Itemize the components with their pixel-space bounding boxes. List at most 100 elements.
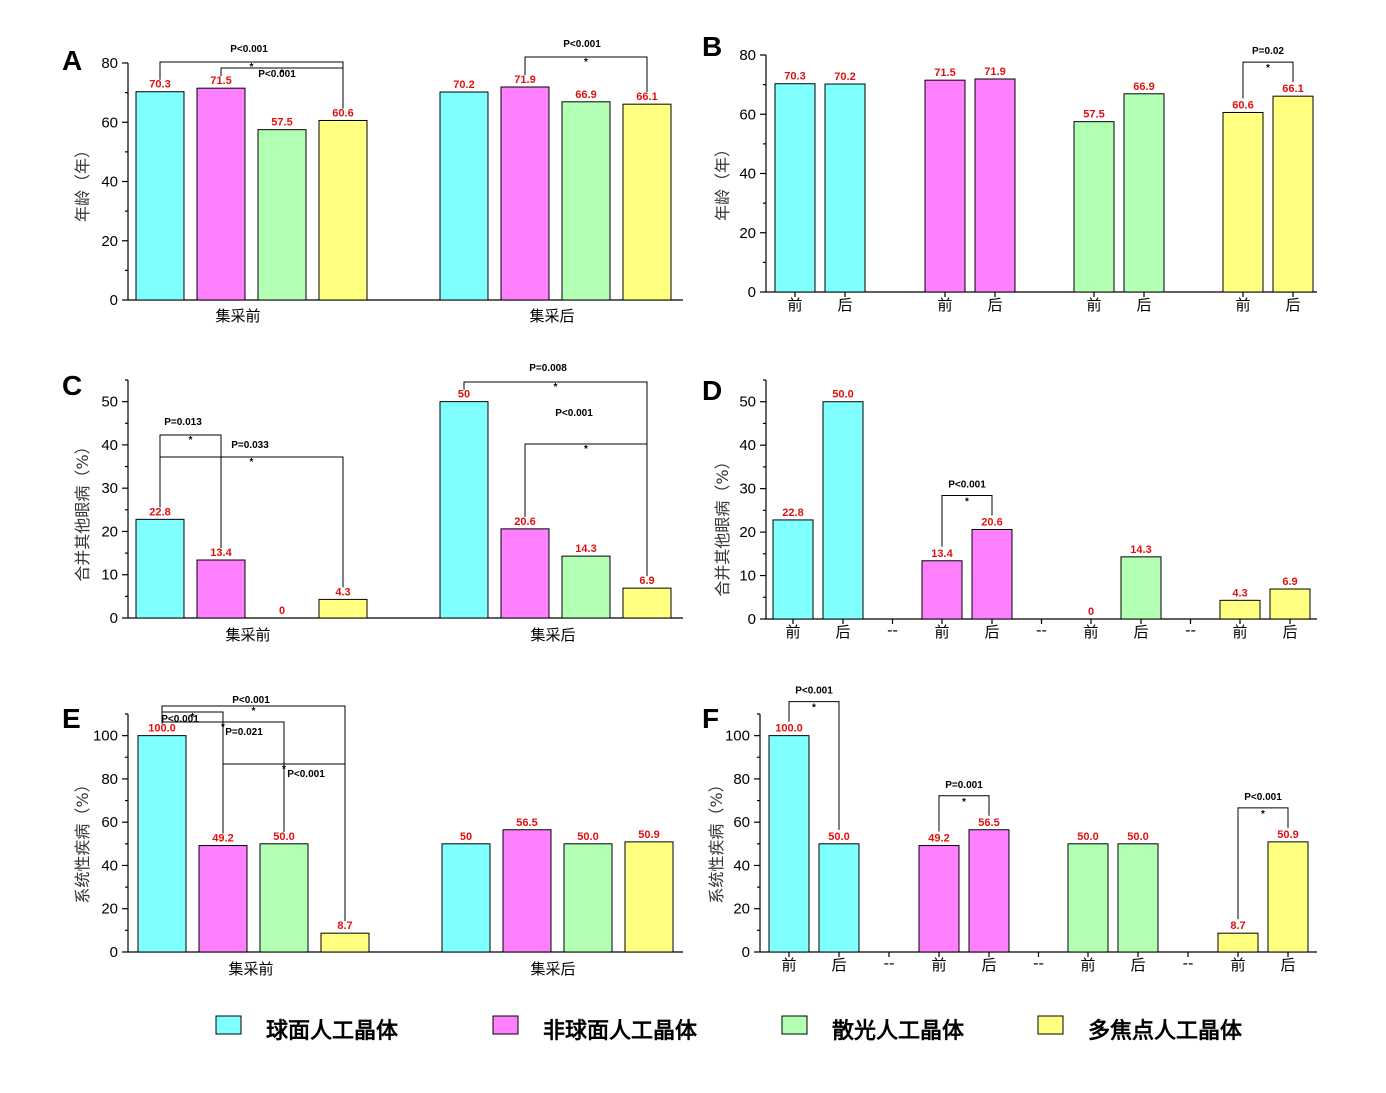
panel-c-value-label: 4.3 <box>335 586 350 598</box>
panel-d-ytick-label: 30 <box>739 481 756 498</box>
panel-a-significance-bracket <box>220 67 344 109</box>
panel-b-bar <box>924 79 966 293</box>
panel-d-value-label: 6.9 <box>1282 576 1297 588</box>
panel-f-separator-label: -- <box>1183 954 1194 972</box>
panel-d-value-label: 4.3 <box>1232 587 1247 599</box>
panel-d-ytick-label: 50 <box>739 394 756 411</box>
panel-e-p-value-label: P=0.021 <box>225 727 263 738</box>
panel-a-value-label: 66.9 <box>575 89 596 101</box>
panel-f-bar <box>1067 843 1109 953</box>
panel-a-ytick-label: 40 <box>101 174 118 191</box>
panel-d-ytick-label: 10 <box>739 568 756 585</box>
panel-a-bar <box>561 101 611 301</box>
panel-a-value-label: 71.5 <box>210 75 231 87</box>
panel-a-bar <box>439 91 489 301</box>
panel-f-p-value-label: P<0.001 <box>1244 792 1282 803</box>
panel-a-bar <box>500 86 550 301</box>
panel-f-ytick-label: 20 <box>733 901 750 918</box>
panel-a-ytick-label: 0 <box>110 292 118 309</box>
panel-a-value-label: 66.1 <box>636 91 657 103</box>
legend-label: 非球面人工晶体 <box>543 1019 698 1044</box>
panel-b-x-tick-label: 后 <box>1136 296 1151 314</box>
panel-f-x-tick-label: 后 <box>1280 956 1295 974</box>
panel-d-x-tick-label: 后 <box>835 623 850 641</box>
panel-c-significance-star: * <box>189 435 193 446</box>
panel-b-value-label: 60.6 <box>1232 99 1253 111</box>
panel-f-significance-star: * <box>962 797 966 808</box>
panel-d-bar <box>822 401 864 620</box>
panel-b-x-tick-label: 后 <box>987 296 1002 314</box>
legend: 球面人工晶体 非球面人工晶体 散光人工晶体 多焦点人工晶体 <box>215 1015 1243 1044</box>
panel-f-value-label: 50.0 <box>828 831 849 843</box>
panel-c-panel-letter: C <box>62 370 82 401</box>
panel-b-bar <box>1073 121 1115 293</box>
panel-f-x-tick-label: 后 <box>981 956 996 974</box>
panel-e-ytick-label: 20 <box>101 901 118 918</box>
panel-d-panel-letter: D <box>702 375 722 406</box>
panel-e-significance-star: * <box>252 706 256 717</box>
panel-a-panel-letter: A <box>62 45 82 76</box>
panel-e-bar <box>441 843 491 953</box>
panel-d-p-value-label: P<0.001 <box>948 479 986 490</box>
panel-b-ytick-label: 0 <box>748 284 756 301</box>
panel-d-separator-label: -- <box>887 621 898 639</box>
panel-d-separator-label: -- <box>1185 621 1196 639</box>
panel-f-value-label: 50.0 <box>1127 831 1148 843</box>
panel-f-value-label: 50.0 <box>1077 831 1098 843</box>
panel-e-significance-star: * <box>191 712 195 723</box>
panel-e-value-label: 8.7 <box>337 920 352 932</box>
panel-d-significance-bracket <box>941 494 993 547</box>
panel-d-x-tick-label: 前 <box>785 623 800 641</box>
panel-d-value-label: 50.0 <box>832 389 853 401</box>
panel-e-category-label: 集采后 <box>530 960 575 978</box>
panel-c-ytick-label: 30 <box>101 480 118 497</box>
panel-e-value-label: 50.0 <box>273 831 294 843</box>
panel-d-x-tick-label: 前 <box>1083 623 1098 641</box>
panel-b-bar <box>1123 93 1165 293</box>
panel-f-bar <box>1267 841 1309 953</box>
legend-swatch <box>492 1015 519 1035</box>
panel-a-significance-bracket <box>524 56 648 93</box>
panel-a-bar <box>257 129 307 301</box>
panel-f-ytick-label: 60 <box>733 814 750 831</box>
panel-c-significance-bracket <box>524 443 648 577</box>
panel-d-value-label: 14.3 <box>1130 544 1151 556</box>
panel-e-bar <box>259 843 309 953</box>
panel-d-bar <box>1120 556 1162 620</box>
panel-e-bar <box>502 829 552 953</box>
panel-f-bar <box>918 845 960 953</box>
panel-c-ytick-label: 20 <box>101 523 118 540</box>
panel-d-x-tick-label: 后 <box>1133 623 1148 641</box>
panel-a-value-label: 71.9 <box>514 74 535 86</box>
panel-f: 0 20 40 60 80 100 系统性疾病（%） F 100.0 前 50.0 后 -- 49.2 前 5… <box>702 686 1317 974</box>
panel-a-bar <box>622 103 672 301</box>
panel-e-value-label: 100.0 <box>148 723 176 735</box>
panel-b-value-label: 71.9 <box>984 66 1005 78</box>
panel-e-ytick-label: 60 <box>101 814 118 831</box>
panel-f-ytick-label: 40 <box>733 857 750 874</box>
panel-c-p-value-label: P=0.013 <box>164 417 202 428</box>
panel-b-panel-letter: B <box>702 31 722 62</box>
panel-e-bar <box>624 841 674 953</box>
panel-f-bar <box>1217 932 1259 953</box>
panel-a-category-label: 集采前 <box>215 307 260 325</box>
panel-b-x-tick-label: 前 <box>1086 296 1101 314</box>
panel-f-x-tick-label: 前 <box>1080 956 1095 974</box>
panel-b-x-tick-label: 前 <box>787 296 802 314</box>
panel-b-ylabel: 年龄（年） <box>713 141 732 221</box>
panel-d-x-tick-label: 后 <box>984 623 999 641</box>
panel-c-ytick-label: 50 <box>101 394 118 411</box>
panel-c-category-label: 集采后 <box>530 626 575 644</box>
panel-e-significance-star: * <box>221 722 225 733</box>
panel-c-ylabel: 合并其他眼病（%） <box>73 438 92 581</box>
panel-f-ytick-label: 0 <box>742 944 750 961</box>
panel-e-p-value-label: P<0.001 <box>232 695 270 706</box>
panel-d-ytick-label: 0 <box>748 611 756 628</box>
panel-d-value-label: 22.8 <box>782 507 803 519</box>
panel-a-category-label: 集采后 <box>529 307 574 325</box>
panel-f-value-label: 49.2 <box>928 833 949 845</box>
panel-a-significance-star: * <box>584 57 588 68</box>
panel-b-value-label: 70.3 <box>784 71 805 83</box>
panel-d-ylabel: 合并其他眼病（%） <box>713 453 732 596</box>
panel-e: 0 20 40 60 80 100 系统性疾病（%） E 100.0 49.2 50.0 8.7 集采前… <box>62 695 683 978</box>
